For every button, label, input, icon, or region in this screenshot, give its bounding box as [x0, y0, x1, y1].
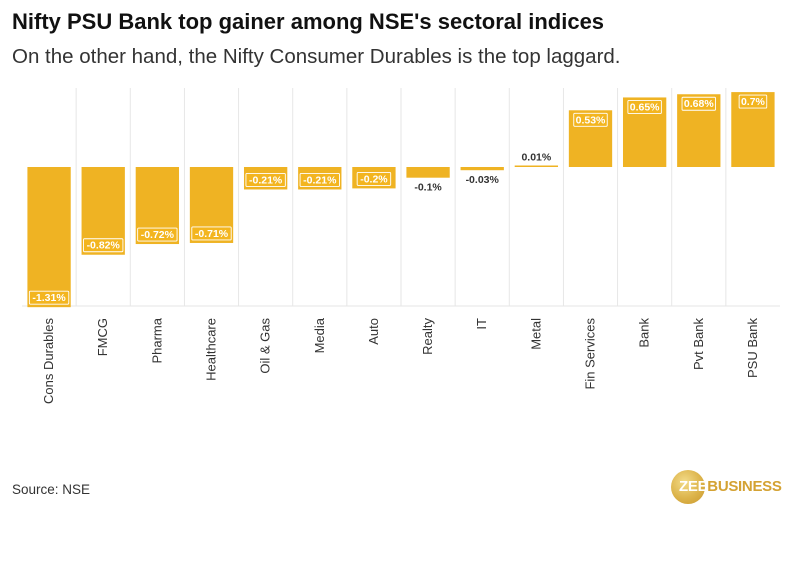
bar	[460, 167, 504, 171]
chart-title: Nifty PSU Bank top gainer among NSE's se…	[12, 9, 605, 34]
data-label: -0.82%	[87, 240, 121, 252]
category-label: Media	[312, 317, 327, 353]
category-label: IT	[474, 318, 489, 330]
data-label: -0.21%	[249, 174, 283, 186]
data-label: 0.7%	[741, 96, 766, 108]
logo-circle-icon	[671, 470, 705, 504]
data-label: -0.03%	[466, 174, 500, 186]
logo-business: BUSINESS	[707, 478, 782, 495]
category-label: Auto	[366, 318, 381, 345]
category-label: Metal	[528, 318, 543, 350]
data-label-box	[738, 94, 768, 109]
logo-zee: ZEE	[679, 478, 708, 495]
data-label-box	[299, 173, 340, 187]
category-label: Healthcare	[204, 318, 219, 381]
category-label: PSU Bank	[745, 318, 760, 378]
data-label-box	[681, 96, 716, 111]
category-label: Oil & Gas	[258, 318, 273, 374]
data-label-box	[28, 290, 70, 305]
data-label: -0.2%	[360, 173, 388, 185]
data-label: 0.68%	[684, 98, 714, 110]
bar	[514, 165, 559, 167]
data-label: -1.31%	[32, 292, 66, 304]
data-label-box	[137, 227, 178, 242]
data-label-box	[191, 226, 232, 241]
category-label: Cons Durables	[41, 318, 56, 404]
data-label: -0.21%	[303, 174, 337, 186]
data-label: 0.65%	[630, 101, 660, 113]
data-label: 0.01%	[521, 152, 551, 164]
zee-business-logo: ZEEBUSINESS	[671, 470, 789, 504]
source-note: Source: NSE	[12, 482, 91, 497]
data-label: -0.1%	[414, 182, 442, 194]
category-label: FMCG	[95, 318, 110, 356]
data-label-box	[245, 173, 286, 187]
bar	[27, 167, 71, 308]
data-label-box	[627, 100, 662, 114]
data-label: -0.72%	[141, 229, 175, 241]
category-label: Pharma	[149, 317, 164, 363]
category-label: Bank	[637, 318, 652, 348]
category-label: Pvt Bank	[691, 318, 706, 371]
data-label-box	[83, 238, 124, 253]
data-label: 0.53%	[576, 114, 606, 126]
data-label: -0.71%	[195, 228, 229, 240]
category-label: Realty	[420, 318, 435, 355]
data-label-box	[356, 171, 392, 186]
bar-chart: -1.31% Cons Durables -0.82% FMCG -0.72% Pharm…	[22, 88, 780, 404]
bar	[406, 167, 450, 178]
chart-subtitle: On the other hand, the Nifty Consumer Du…	[12, 45, 621, 68]
logo-text: ZEEBUSINESS	[679, 478, 782, 495]
category-label: Fin Services	[583, 318, 598, 390]
data-label-box	[573, 112, 608, 127]
